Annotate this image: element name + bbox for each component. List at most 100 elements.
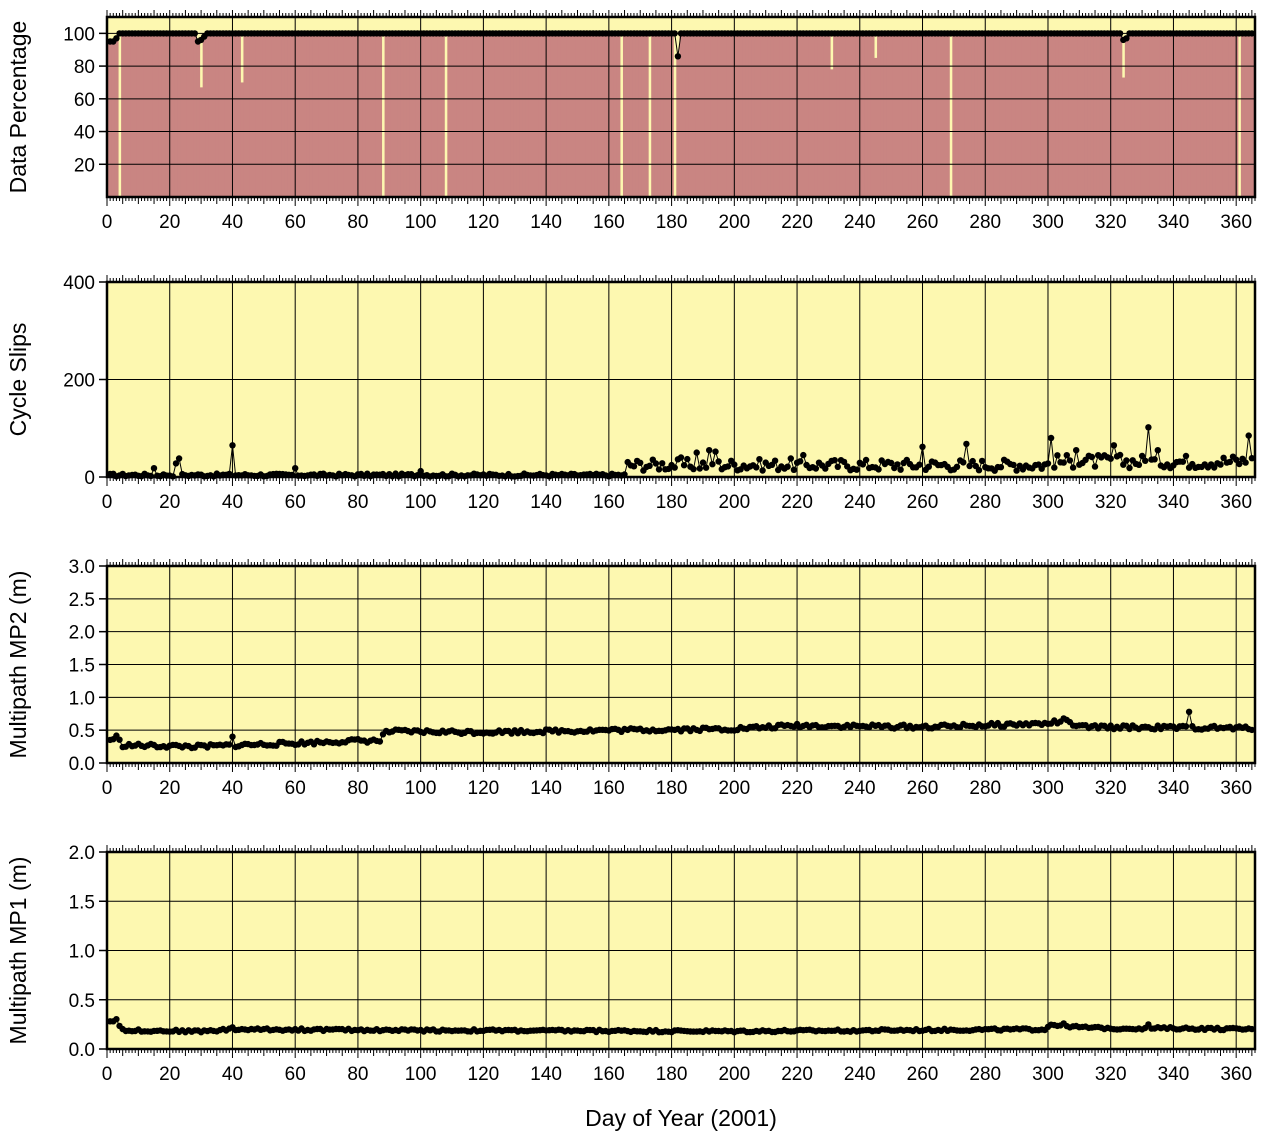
data-bar — [425, 33, 430, 198]
data-point — [172, 460, 180, 467]
data-point — [771, 457, 779, 464]
data-bar — [252, 33, 257, 198]
data-bar — [660, 33, 665, 198]
data-bar — [281, 33, 285, 198]
data-bar — [1058, 33, 1063, 198]
data-bar — [1002, 33, 1007, 198]
data-point — [690, 465, 697, 473]
data-bar — [804, 33, 809, 198]
data-bar — [829, 69, 834, 197]
data-bar — [1178, 33, 1182, 198]
x-tick-label: 320 — [1095, 1064, 1127, 1085]
data-bar — [695, 33, 699, 198]
data-bar — [268, 33, 273, 198]
data-point — [1051, 464, 1058, 471]
data-bar — [1090, 33, 1095, 198]
data-bar — [337, 33, 342, 198]
data-bar — [735, 33, 740, 198]
data-point — [790, 466, 798, 473]
data-bar — [1121, 77, 1126, 197]
data-bar — [1190, 33, 1195, 198]
data-bar — [971, 33, 975, 198]
data-bar — [350, 33, 354, 198]
data-point — [1217, 461, 1224, 468]
data-bar — [729, 33, 734, 198]
data-point — [1063, 452, 1071, 459]
data-bar — [710, 33, 715, 198]
data-point — [822, 465, 829, 472]
data-point — [1069, 464, 1077, 471]
data-bar — [842, 33, 847, 198]
data-point — [699, 459, 707, 466]
data-point — [1226, 458, 1234, 466]
data-point — [702, 464, 710, 471]
x-tick-label: 340 — [1158, 1064, 1190, 1085]
data-bar — [914, 33, 919, 198]
data-point — [1154, 447, 1162, 454]
data-bar — [1196, 33, 1201, 198]
data-bar — [989, 33, 994, 198]
x-tick-label: 140 — [530, 1064, 562, 1085]
x-tick-label: 180 — [656, 778, 688, 799]
data-point — [1047, 434, 1055, 442]
data-bar — [130, 33, 135, 198]
data-bar — [767, 33, 771, 198]
data-bar — [186, 33, 191, 198]
series-points — [106, 1016, 1256, 1036]
data-bar — [384, 33, 389, 198]
data-bar — [262, 33, 266, 198]
data-bar — [726, 33, 731, 198]
data-bar — [1247, 33, 1251, 198]
data-bar — [1231, 33, 1236, 198]
x-tick-label: 240 — [844, 778, 876, 799]
x-tick-label: 180 — [656, 1064, 688, 1085]
data-bar — [177, 33, 182, 198]
data-bar — [299, 33, 304, 198]
data-bar — [1074, 33, 1079, 198]
data-bar — [456, 33, 461, 198]
data-bar — [898, 33, 903, 198]
y-tick-label: 1.5 — [69, 656, 95, 677]
data-bar — [1222, 33, 1226, 198]
grid — [107, 852, 1255, 1049]
data-bar — [400, 33, 405, 198]
data-bar — [500, 33, 505, 198]
data-bar — [1011, 33, 1016, 198]
data-bar — [861, 33, 866, 198]
data-bar — [303, 33, 307, 198]
data-bar — [591, 33, 596, 198]
data-bar — [616, 33, 621, 198]
data-bar — [127, 33, 132, 198]
x-tick-label: 240 — [844, 212, 876, 233]
data-point — [1135, 461, 1143, 468]
data-bar — [246, 33, 251, 198]
data-point — [684, 455, 691, 463]
data-bar — [1212, 33, 1217, 198]
data-bar — [936, 33, 941, 198]
data-bar — [594, 33, 599, 198]
x-tick-label: 80 — [347, 492, 368, 513]
data-bar — [704, 33, 709, 198]
data-bar — [513, 33, 517, 198]
data-bar — [155, 33, 160, 198]
data-bar — [1008, 33, 1013, 198]
data-point — [888, 459, 895, 467]
data-bar — [654, 33, 659, 198]
data-bar — [942, 33, 947, 198]
data-bar — [315, 33, 320, 198]
data-bar — [234, 33, 238, 198]
x-tick-label: 280 — [969, 1064, 1001, 1085]
data-bar — [902, 33, 906, 198]
panel-4: 0 20 40 60 80 100 120 140 160 180 200 220 240 260 280 3… — [5, 843, 1257, 1085]
data-bar — [1115, 33, 1120, 198]
data-bar — [569, 33, 574, 198]
data-bar — [1043, 33, 1048, 198]
data-point — [677, 454, 685, 461]
data-bar — [331, 33, 336, 198]
data-bar — [930, 33, 935, 198]
data-point — [1107, 455, 1114, 462]
data-point — [150, 465, 158, 472]
data-bar — [1218, 33, 1223, 198]
data-bar — [1206, 33, 1211, 198]
data-bar — [760, 33, 765, 198]
